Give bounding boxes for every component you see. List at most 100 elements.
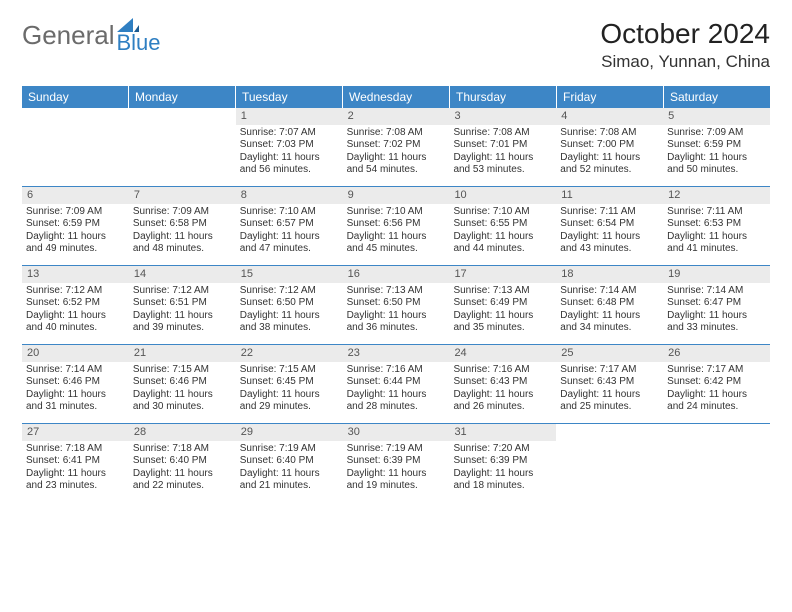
sunrise-text: Sunrise: 7:18 AM xyxy=(26,443,125,456)
daylight-text: Daylight: 11 hours and 26 minutes. xyxy=(453,389,552,414)
day-number: 19 xyxy=(663,266,770,283)
sunrise-text: Sunrise: 7:17 AM xyxy=(560,364,659,377)
sunset-text: Sunset: 6:55 PM xyxy=(453,218,552,231)
day-number: 22 xyxy=(236,345,343,362)
day-cell: 26Sunrise: 7:17 AMSunset: 6:42 PMDayligh… xyxy=(663,345,770,423)
sunset-text: Sunset: 6:40 PM xyxy=(133,455,232,468)
day-cell: 11Sunrise: 7:11 AMSunset: 6:54 PMDayligh… xyxy=(556,187,663,265)
day-cell xyxy=(556,424,663,502)
sunrise-text: Sunrise: 7:12 AM xyxy=(133,285,232,298)
day-body: Sunrise: 7:12 AMSunset: 6:50 PMDaylight:… xyxy=(236,283,343,338)
day-number: 30 xyxy=(343,424,450,441)
sunset-text: Sunset: 6:48 PM xyxy=(560,297,659,310)
sunrise-text: Sunrise: 7:09 AM xyxy=(26,206,125,219)
day-body: Sunrise: 7:19 AMSunset: 6:40 PMDaylight:… xyxy=(236,441,343,496)
day-body: Sunrise: 7:14 AMSunset: 6:48 PMDaylight:… xyxy=(556,283,663,338)
daylight-text: Daylight: 11 hours and 56 minutes. xyxy=(240,152,339,177)
day-number: 29 xyxy=(236,424,343,441)
daylight-text: Daylight: 11 hours and 22 minutes. xyxy=(133,468,232,493)
day-body: Sunrise: 7:17 AMSunset: 6:43 PMDaylight:… xyxy=(556,362,663,417)
day-number: 7 xyxy=(129,187,236,204)
sunrise-text: Sunrise: 7:12 AM xyxy=(26,285,125,298)
sunrise-text: Sunrise: 7:08 AM xyxy=(453,127,552,140)
day-body: Sunrise: 7:14 AMSunset: 6:47 PMDaylight:… xyxy=(663,283,770,338)
day-cell: 27Sunrise: 7:18 AMSunset: 6:41 PMDayligh… xyxy=(22,424,129,502)
day-cell: 4Sunrise: 7:08 AMSunset: 7:00 PMDaylight… xyxy=(556,108,663,186)
sunset-text: Sunset: 6:46 PM xyxy=(26,376,125,389)
logo-text-blue: Blue xyxy=(117,33,161,53)
sunset-text: Sunset: 6:42 PM xyxy=(667,376,766,389)
sunrise-text: Sunrise: 7:16 AM xyxy=(347,364,446,377)
day-number: 18 xyxy=(556,266,663,283)
day-cell: 12Sunrise: 7:11 AMSunset: 6:53 PMDayligh… xyxy=(663,187,770,265)
day-cell: 3Sunrise: 7:08 AMSunset: 7:01 PMDaylight… xyxy=(449,108,556,186)
sunset-text: Sunset: 6:59 PM xyxy=(26,218,125,231)
week-row: 6Sunrise: 7:09 AMSunset: 6:59 PMDaylight… xyxy=(22,187,770,266)
week-row: 13Sunrise: 7:12 AMSunset: 6:52 PMDayligh… xyxy=(22,266,770,345)
day-body: Sunrise: 7:12 AMSunset: 6:52 PMDaylight:… xyxy=(22,283,129,338)
sunrise-text: Sunrise: 7:19 AM xyxy=(240,443,339,456)
sunset-text: Sunset: 6:41 PM xyxy=(26,455,125,468)
day-number: 6 xyxy=(22,187,129,204)
daylight-text: Daylight: 11 hours and 31 minutes. xyxy=(26,389,125,414)
header: General Blue October 2024 Simao, Yunnan,… xyxy=(22,18,770,72)
week-row: 1Sunrise: 7:07 AMSunset: 7:03 PMDaylight… xyxy=(22,108,770,187)
day-number: 23 xyxy=(343,345,450,362)
day-cell: 31Sunrise: 7:20 AMSunset: 6:39 PMDayligh… xyxy=(449,424,556,502)
day-number: 25 xyxy=(556,345,663,362)
sunrise-text: Sunrise: 7:09 AM xyxy=(667,127,766,140)
day-cell: 23Sunrise: 7:16 AMSunset: 6:44 PMDayligh… xyxy=(343,345,450,423)
day-number: 17 xyxy=(449,266,556,283)
day-number: 26 xyxy=(663,345,770,362)
day-number: 24 xyxy=(449,345,556,362)
day-cell: 6Sunrise: 7:09 AMSunset: 6:59 PMDaylight… xyxy=(22,187,129,265)
sunrise-text: Sunrise: 7:19 AM xyxy=(347,443,446,456)
daylight-text: Daylight: 11 hours and 30 minutes. xyxy=(133,389,232,414)
day-number: 1 xyxy=(236,108,343,125)
sunset-text: Sunset: 6:50 PM xyxy=(347,297,446,310)
sunset-text: Sunset: 6:50 PM xyxy=(240,297,339,310)
sunset-text: Sunset: 6:49 PM xyxy=(453,297,552,310)
day-cell: 9Sunrise: 7:10 AMSunset: 6:56 PMDaylight… xyxy=(343,187,450,265)
day-number: 27 xyxy=(22,424,129,441)
day-cell: 29Sunrise: 7:19 AMSunset: 6:40 PMDayligh… xyxy=(236,424,343,502)
weekday-header: Thursday xyxy=(450,86,557,108)
day-body: Sunrise: 7:17 AMSunset: 6:42 PMDaylight:… xyxy=(663,362,770,417)
sunrise-text: Sunrise: 7:18 AM xyxy=(133,443,232,456)
day-number: 12 xyxy=(663,187,770,204)
weekday-header-row: SundayMondayTuesdayWednesdayThursdayFrid… xyxy=(22,86,770,108)
day-body: Sunrise: 7:14 AMSunset: 6:46 PMDaylight:… xyxy=(22,362,129,417)
daylight-text: Daylight: 11 hours and 50 minutes. xyxy=(667,152,766,177)
sunset-text: Sunset: 6:40 PM xyxy=(240,455,339,468)
day-body: Sunrise: 7:15 AMSunset: 6:45 PMDaylight:… xyxy=(236,362,343,417)
day-cell: 7Sunrise: 7:09 AMSunset: 6:58 PMDaylight… xyxy=(129,187,236,265)
sunset-text: Sunset: 6:58 PM xyxy=(133,218,232,231)
daylight-text: Daylight: 11 hours and 49 minutes. xyxy=(26,231,125,256)
daylight-text: Daylight: 11 hours and 35 minutes. xyxy=(453,310,552,335)
title-block: October 2024 Simao, Yunnan, China xyxy=(600,18,770,72)
weekday-header: Tuesday xyxy=(236,86,343,108)
day-body: Sunrise: 7:08 AMSunset: 7:01 PMDaylight:… xyxy=(449,125,556,180)
sunset-text: Sunset: 6:53 PM xyxy=(667,218,766,231)
day-number: 3 xyxy=(449,108,556,125)
day-body: Sunrise: 7:09 AMSunset: 6:59 PMDaylight:… xyxy=(22,204,129,259)
day-cell: 22Sunrise: 7:15 AMSunset: 6:45 PMDayligh… xyxy=(236,345,343,423)
sunrise-text: Sunrise: 7:10 AM xyxy=(347,206,446,219)
sunset-text: Sunset: 6:52 PM xyxy=(26,297,125,310)
daylight-text: Daylight: 11 hours and 48 minutes. xyxy=(133,231,232,256)
sunrise-text: Sunrise: 7:12 AM xyxy=(240,285,339,298)
day-number: 16 xyxy=(343,266,450,283)
day-body: Sunrise: 7:09 AMSunset: 6:59 PMDaylight:… xyxy=(663,125,770,180)
calendar: SundayMondayTuesdayWednesdayThursdayFrid… xyxy=(22,86,770,502)
sunrise-text: Sunrise: 7:10 AM xyxy=(240,206,339,219)
day-body: Sunrise: 7:13 AMSunset: 6:49 PMDaylight:… xyxy=(449,283,556,338)
day-cell: 20Sunrise: 7:14 AMSunset: 6:46 PMDayligh… xyxy=(22,345,129,423)
weekday-header: Saturday xyxy=(664,86,770,108)
daylight-text: Daylight: 11 hours and 43 minutes. xyxy=(560,231,659,256)
sunrise-text: Sunrise: 7:11 AM xyxy=(560,206,659,219)
daylight-text: Daylight: 11 hours and 47 minutes. xyxy=(240,231,339,256)
day-cell: 13Sunrise: 7:12 AMSunset: 6:52 PMDayligh… xyxy=(22,266,129,344)
day-body: Sunrise: 7:10 AMSunset: 6:56 PMDaylight:… xyxy=(343,204,450,259)
sunrise-text: Sunrise: 7:08 AM xyxy=(347,127,446,140)
sunrise-text: Sunrise: 7:13 AM xyxy=(453,285,552,298)
